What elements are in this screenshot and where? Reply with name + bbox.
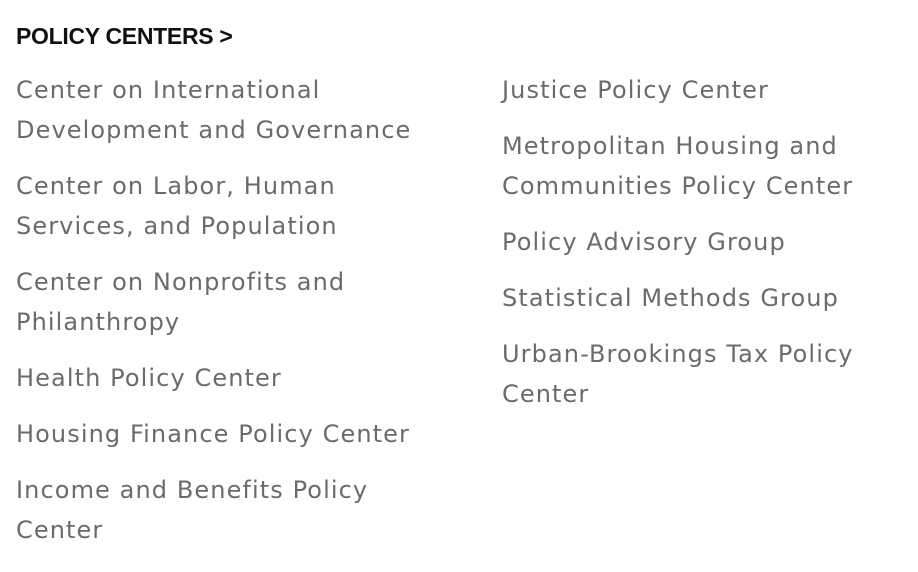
link-income-benefits-policy-center[interactable]: Income and Benefits Policy Center: [16, 476, 369, 544]
list-item: Justice Policy Center: [502, 70, 906, 110]
link-center-nonprofits-philanthropy[interactable]: Center on Nonprofits and Philanthropy: [16, 268, 346, 336]
link-housing-finance-policy-center[interactable]: Housing Finance Policy Center: [16, 420, 410, 448]
link-urban-brookings-tax-policy-center[interactable]: Urban-Brookings Tax Policy Center: [502, 340, 854, 408]
link-center-labor-human-services-population[interactable]: Center on Labor, Human Services, and Pop…: [16, 172, 338, 240]
list-item: Income and Benefits Policy Center: [16, 470, 476, 550]
link-center-international-development-governance[interactable]: Center on International Development and …: [16, 76, 412, 144]
list-item: Statistical Methods Group: [502, 278, 906, 318]
policy-centers-right-column: Justice Policy Center Metropolitan Housi…: [502, 70, 906, 430]
policy-centers-heading-link[interactable]: POLICY CENTERS >: [16, 23, 233, 49]
policy-centers-left-column: Center on International Development and …: [16, 70, 476, 566]
list-item: Center on Nonprofits and Philanthropy: [16, 262, 476, 342]
list-item: Urban-Brookings Tax Policy Center: [502, 334, 906, 414]
link-metropolitan-housing-communities-policy-center[interactable]: Metropolitan Housing and Communities Pol…: [502, 132, 854, 200]
link-health-policy-center[interactable]: Health Policy Center: [16, 364, 282, 392]
link-policy-advisory-group[interactable]: Policy Advisory Group: [502, 228, 786, 256]
list-item: Center on International Development and …: [16, 70, 476, 150]
link-justice-policy-center[interactable]: Justice Policy Center: [502, 76, 770, 104]
list-item: Housing Finance Policy Center: [16, 414, 476, 454]
list-item: Policy Advisory Group: [502, 222, 906, 262]
list-item: Metropolitan Housing and Communities Pol…: [502, 126, 906, 206]
policy-centers-menu: POLICY CENTERS > Center on International…: [16, 18, 906, 544]
link-statistical-methods-group[interactable]: Statistical Methods Group: [502, 284, 839, 312]
list-item: Center on Labor, Human Services, and Pop…: [16, 166, 476, 246]
list-item: Health Policy Center: [16, 358, 476, 398]
